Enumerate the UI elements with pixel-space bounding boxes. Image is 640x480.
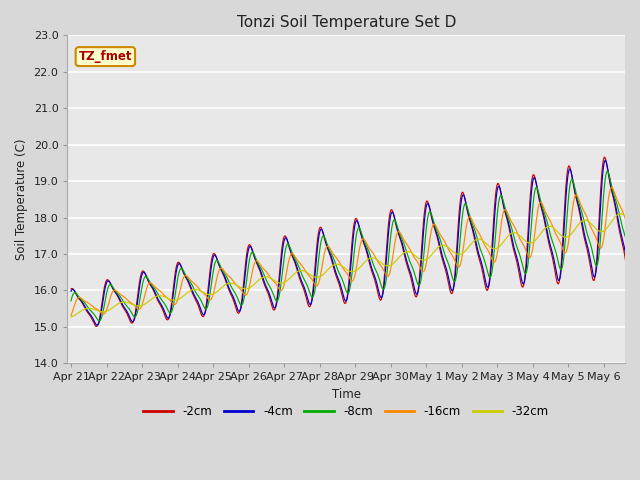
-8cm bbox=[95, 318, 103, 324]
-32cm bbox=[636, 222, 640, 228]
-2cm bbox=[447, 288, 454, 294]
-8cm bbox=[134, 305, 142, 311]
Line: -16cm: -16cm bbox=[71, 188, 639, 315]
-32cm bbox=[134, 303, 141, 309]
-16cm bbox=[288, 251, 296, 256]
-4cm bbox=[134, 292, 142, 298]
-4cm bbox=[93, 322, 100, 328]
-32cm bbox=[266, 275, 274, 281]
-4cm bbox=[67, 288, 75, 294]
-32cm bbox=[617, 211, 625, 216]
Line: -8cm: -8cm bbox=[71, 171, 639, 321]
-32cm bbox=[67, 314, 75, 320]
Line: -4cm: -4cm bbox=[71, 157, 639, 325]
-2cm bbox=[267, 300, 275, 306]
-4cm bbox=[239, 293, 246, 299]
-32cm bbox=[445, 246, 453, 252]
-16cm bbox=[445, 249, 453, 254]
Text: TZ_fmet: TZ_fmet bbox=[79, 50, 132, 63]
-2cm bbox=[239, 288, 246, 293]
Y-axis label: Soil Temperature (C): Soil Temperature (C) bbox=[15, 139, 28, 260]
-2cm bbox=[134, 287, 142, 292]
-8cm bbox=[447, 267, 454, 273]
Line: -32cm: -32cm bbox=[71, 214, 639, 317]
-8cm bbox=[415, 282, 422, 288]
-4cm bbox=[636, 154, 640, 160]
-2cm bbox=[636, 147, 640, 153]
-2cm bbox=[67, 286, 75, 292]
-32cm bbox=[238, 285, 246, 291]
Title: Tonzi Soil Temperature Set D: Tonzi Soil Temperature Set D bbox=[237, 15, 456, 30]
-8cm bbox=[239, 300, 246, 306]
-16cm bbox=[608, 185, 616, 191]
-8cm bbox=[67, 298, 75, 304]
-32cm bbox=[288, 274, 296, 279]
-8cm bbox=[267, 286, 275, 292]
-8cm bbox=[289, 251, 296, 257]
-4cm bbox=[289, 253, 296, 259]
X-axis label: Time: Time bbox=[332, 388, 361, 401]
-2cm bbox=[92, 324, 100, 329]
-32cm bbox=[414, 255, 422, 261]
-8cm bbox=[636, 184, 640, 190]
-2cm bbox=[289, 254, 296, 260]
-16cm bbox=[238, 288, 246, 294]
-2cm bbox=[415, 285, 422, 290]
-8cm bbox=[604, 168, 611, 174]
Legend: -2cm, -4cm, -8cm, -16cm, -32cm: -2cm, -4cm, -8cm, -16cm, -32cm bbox=[139, 401, 554, 423]
-16cm bbox=[266, 275, 274, 280]
-16cm bbox=[67, 312, 75, 318]
-4cm bbox=[415, 287, 422, 293]
-4cm bbox=[447, 283, 454, 289]
-4cm bbox=[267, 296, 275, 302]
Line: -2cm: -2cm bbox=[71, 150, 639, 326]
-16cm bbox=[134, 306, 141, 312]
-16cm bbox=[414, 260, 422, 265]
-16cm bbox=[636, 231, 640, 237]
